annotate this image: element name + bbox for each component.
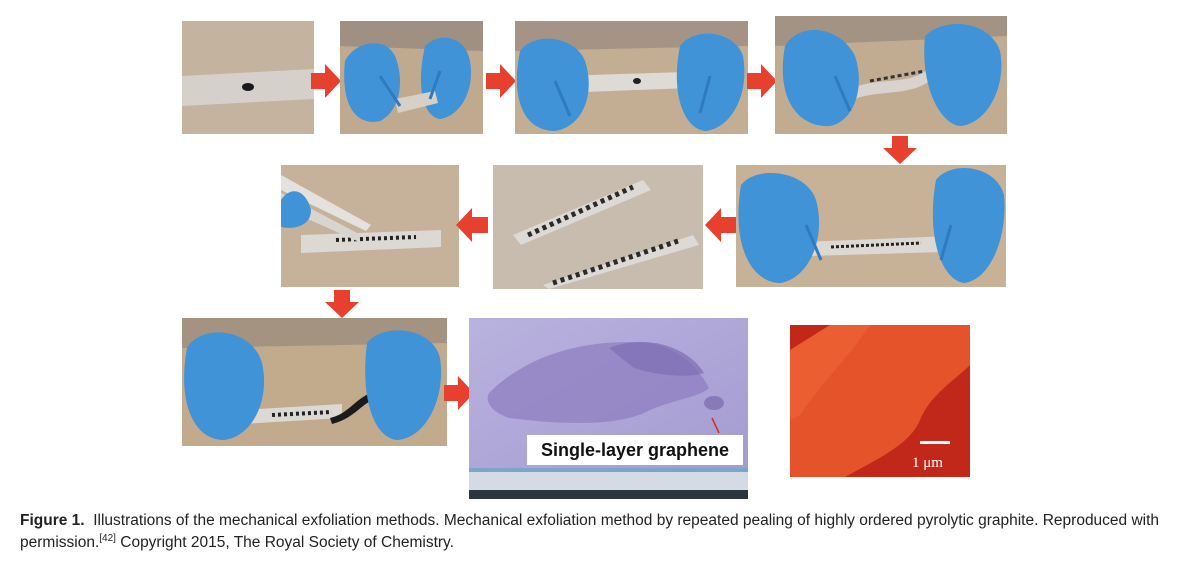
caption-text: Illustrations of the mechanical exfoliat…	[20, 512, 1160, 551]
down-arrow-icon	[883, 136, 917, 164]
step-2-photo	[340, 21, 483, 134]
figure-label: Figure 1.	[20, 512, 85, 529]
graphene-label: Single-layer graphene	[527, 435, 743, 465]
down-arrow-icon	[325, 290, 359, 318]
right-arrow-icon	[311, 64, 341, 98]
step-3-photo	[515, 21, 748, 134]
figure-caption: Figure 1. Illustrations of the mechanica…	[20, 510, 1185, 554]
copyright-text: Copyright 2015, The Royal Society of Che…	[120, 534, 454, 551]
step-8-photo	[182, 318, 447, 446]
step-5-photo	[736, 165, 1006, 287]
right-arrow-icon	[444, 376, 474, 410]
right-arrow-icon	[486, 64, 516, 98]
right-arrow-icon	[747, 64, 777, 98]
afm-image	[790, 325, 970, 477]
reference-number: [42]	[99, 532, 116, 544]
step-6-photo	[493, 165, 703, 289]
left-arrow-icon	[456, 208, 488, 242]
scale-bar-label: 1 μm	[912, 455, 943, 471]
left-arrow-icon	[705, 208, 737, 242]
step-4-photo	[775, 16, 1007, 134]
optical-micrograph	[469, 318, 748, 499]
step-7-photo	[281, 165, 459, 287]
step-1-photo	[182, 21, 314, 134]
